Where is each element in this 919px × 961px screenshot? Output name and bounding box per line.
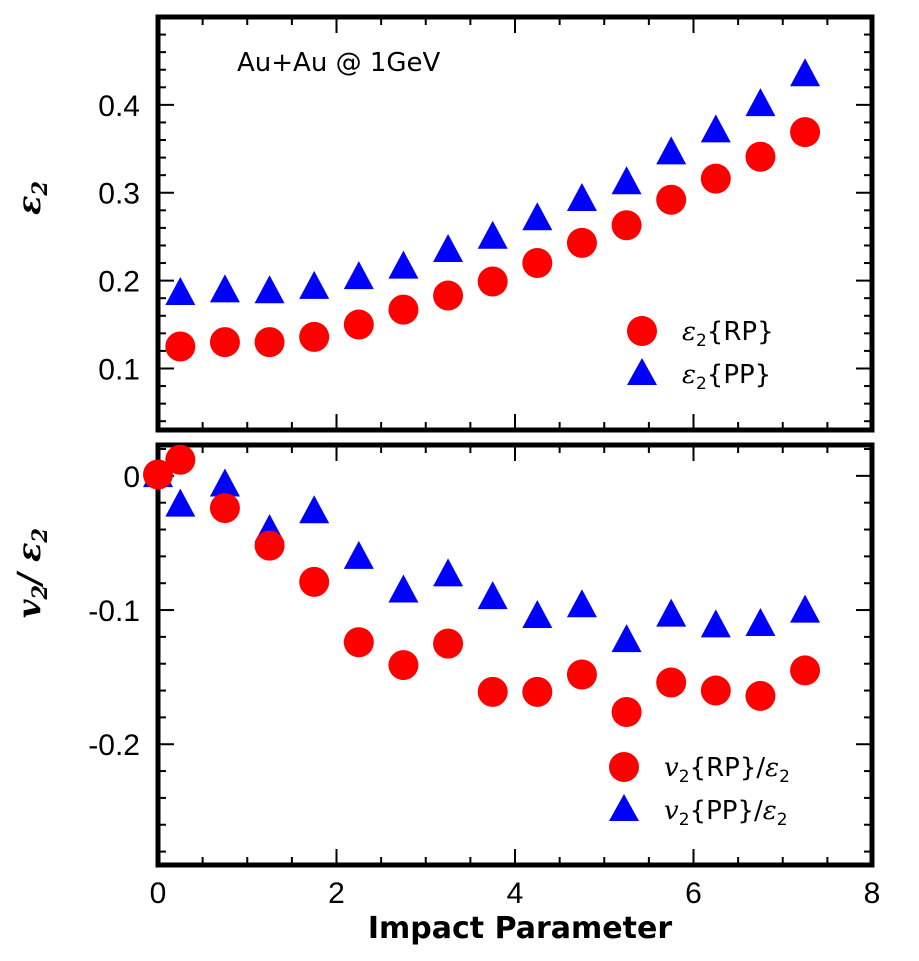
data-point-circle [299,566,330,597]
data-point-circle [522,676,553,707]
data-point-circle [477,266,508,297]
data-point-triangle [790,594,821,623]
data-point-triangle [388,250,419,279]
data-point-triangle [388,574,419,603]
data-point-triangle [477,220,508,249]
x-tick-label: 6 [685,877,702,910]
data-point-triangle [611,166,642,195]
bottom-legend: v2{RP}/ε2 v2{PP}/ε2 [609,752,790,830]
data-point-circle [343,309,374,340]
data-point-circle [790,117,821,148]
data-point-circle [299,321,330,352]
data-point-triangle [700,114,731,143]
data-point-triangle [611,624,642,653]
data-point-circle [566,227,597,258]
data-point-triangle [522,599,553,628]
top-y-axis-label: ε2 [10,181,52,215]
top-marks [165,58,821,362]
data-point-triangle [656,598,687,627]
y-tick-label: -0.2 [88,729,140,762]
data-point-circle [745,680,776,711]
x-tick-label: 2 [328,877,345,910]
data-point-circle [143,459,173,490]
data-point-circle [700,163,731,194]
legend-label-rp: ε2{RP} [682,317,774,351]
legend-marker-pp [627,358,657,385]
bottom-ytick-labels: -0.2 -0.1 0 [88,461,140,762]
data-point-triangle [343,261,374,290]
bottom-y-axis-label: v2/ ε2 [10,528,52,618]
data-point-triangle [433,558,464,587]
y-tick-label: 0.3 [98,178,140,211]
data-point-circle [656,667,687,698]
legend-marker-rp [627,316,657,346]
data-point-circle [388,294,419,325]
data-point-circle [254,327,285,358]
x-tick-label: 0 [150,877,167,910]
data-point-triangle [477,581,508,610]
data-point-circle [165,444,196,475]
bottom-plot-frame [155,442,875,868]
data-point-triangle [343,540,374,569]
top-ticks [157,16,873,430]
legend-marker-v2-rp [609,752,639,782]
bottom-ticks [157,445,873,865]
data-point-triangle [790,58,821,87]
legend-marker-v2-pp [609,794,639,821]
data-point-circle [700,675,731,706]
y-tick-label: 0.4 [98,90,140,123]
data-point-triangle [165,488,196,517]
bottom-marks [143,444,821,728]
data-point-circle [343,627,374,658]
y-tick-label: -0.1 [88,595,140,628]
data-point-circle [477,676,508,707]
top-panel: 0.10.20.30.4 Au+Au @ 1GeV ε2{RP} ε2{PP} … [10,14,875,433]
data-point-circle [745,141,776,172]
data-point-triangle [522,202,553,231]
top-ytick-labels: 0.1 0.2 0.3 0.4 [98,90,140,387]
bottom-xtick-labels: 0 2 4 6 8 [150,877,881,910]
x-axis-label: Impact Parameter [368,911,672,946]
data-point-triangle [566,182,597,211]
data-point-triangle [299,495,330,524]
legend-label-v2-rp: v2{RP}/ε2 [664,753,790,787]
data-point-circle [522,248,553,279]
top-legend: ε2{RP} ε2{PP} [627,316,774,394]
x-tick-label: 4 [507,877,524,910]
data-point-circle [566,659,597,690]
data-point-circle [433,628,464,659]
data-point-circle [611,697,642,728]
data-point-circle [254,530,285,561]
top-plot-frame [155,14,875,433]
data-point-triangle [656,136,687,165]
data-point-circle [209,493,240,524]
x-tick-label: 8 [864,877,881,910]
legend-label-v2-pp: v2{PP}/ε2 [664,796,788,830]
panel-annotation: Au+Au @ 1GeV [237,48,441,78]
data-point-circle [209,327,240,358]
data-point-triangle [299,270,330,299]
data-point-circle [388,650,419,681]
data-point-circle [165,331,196,362]
data-point-triangle [209,468,240,497]
data-point-triangle [254,275,285,304]
y-tick-label: 0 [123,461,140,494]
y-tick-label: 0.2 [98,266,140,299]
bottom-panel: -0.2 -0.1 0 0 2 4 6 8 v2{RP}/ε2 v2{PP}/ε2 v2/ … [10,442,881,946]
data-point-triangle [165,276,196,305]
data-point-triangle [433,233,464,262]
data-point-circle [433,280,464,311]
data-point-circle [656,184,687,215]
data-point-circle [611,210,642,241]
data-point-triangle [745,608,776,637]
data-point-circle [790,655,821,686]
legend-label-pp: ε2{PP} [682,360,771,394]
data-point-triangle [209,274,240,303]
y-tick-label: 0.1 [98,353,140,386]
data-point-triangle [700,609,731,638]
data-point-triangle [566,589,597,618]
data-point-triangle [745,88,776,117]
